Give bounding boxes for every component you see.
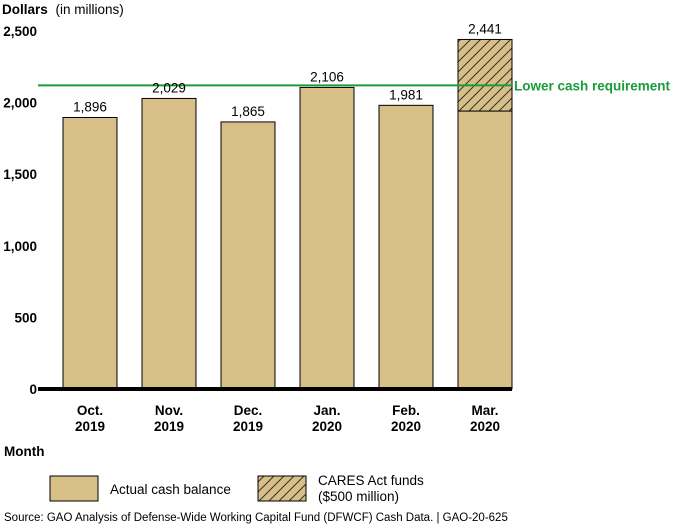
data-label: 1,865 bbox=[231, 104, 265, 119]
y-tick-label: 1,500 bbox=[3, 167, 37, 182]
x-tick-label-month: Mar. bbox=[471, 403, 498, 418]
legend: Actual cash balance CARES Act funds ($50… bbox=[49, 473, 424, 504]
bar-actual-cash bbox=[378, 104, 434, 390]
bar-actual-cash bbox=[299, 86, 355, 390]
reference-line-group: Lower cash requirement bbox=[38, 78, 671, 93]
bar-actual-cash bbox=[141, 97, 197, 390]
x-tick-label-year: 2019 bbox=[233, 419, 263, 434]
legend-label-cares-line2: ($500 million) bbox=[318, 489, 399, 504]
x-tick-label-month: Jan. bbox=[313, 403, 340, 418]
data-label: 2,106 bbox=[310, 69, 344, 84]
x-tick-label-month: Feb. bbox=[392, 403, 420, 418]
y-tick-label: 2,000 bbox=[3, 96, 37, 111]
x-tick-label-month: Dec. bbox=[234, 403, 263, 418]
x-tick-label-year: 2020 bbox=[312, 419, 342, 434]
data-labels: 1,896 2,029 1,865 2,106 1,981 2,441 bbox=[73, 21, 502, 118]
data-label: 2,029 bbox=[152, 80, 186, 95]
y-axis-title-bold: Dollars bbox=[2, 2, 48, 17]
x-tick-label-month: Nov. bbox=[155, 403, 183, 418]
x-tick-label-year: 2019 bbox=[75, 419, 105, 434]
data-label: 2,441 bbox=[468, 21, 502, 36]
legend-swatch-actual bbox=[49, 475, 99, 502]
data-label: 1,896 bbox=[73, 99, 107, 114]
x-axis-title: Month bbox=[4, 444, 44, 459]
y-tick-label: 1,000 bbox=[3, 239, 37, 254]
y-tick-label: 500 bbox=[14, 310, 37, 325]
y-axis-ticks: 0 500 1,000 1,500 2,000 2,500 bbox=[3, 24, 37, 397]
bar-actual-cash bbox=[62, 116, 118, 390]
legend-swatch-cares bbox=[257, 475, 307, 502]
bar-actual-cash bbox=[220, 121, 276, 390]
y-axis-title: Dollars (in millions) bbox=[2, 2, 124, 17]
y-axis-title-units: (in millions) bbox=[56, 2, 124, 17]
source-note: Source: GAO Analysis of Defense-Wide Wor… bbox=[4, 512, 508, 524]
bar-actual-cash bbox=[457, 110, 513, 390]
bar-cares-funds bbox=[457, 38, 513, 112]
legend-label-cares-line1: CARES Act funds bbox=[318, 473, 424, 488]
bars bbox=[62, 38, 513, 390]
y-tick-label: 2,500 bbox=[3, 24, 37, 39]
x-tick-label-year: 2019 bbox=[154, 419, 184, 434]
x-tick-label-month: Oct. bbox=[77, 403, 103, 418]
data-label: 1,981 bbox=[389, 87, 423, 102]
x-tick-label-year: 2020 bbox=[391, 419, 421, 434]
y-tick-label: 0 bbox=[29, 382, 37, 397]
x-axis-ticks: Oct.2019Nov.2019Dec.2019Jan.2020Feb.2020… bbox=[75, 403, 500, 434]
legend-label-actual: Actual cash balance bbox=[110, 482, 231, 497]
reference-line-label: Lower cash requirement bbox=[514, 78, 671, 93]
x-tick-label-year: 2020 bbox=[470, 419, 500, 434]
